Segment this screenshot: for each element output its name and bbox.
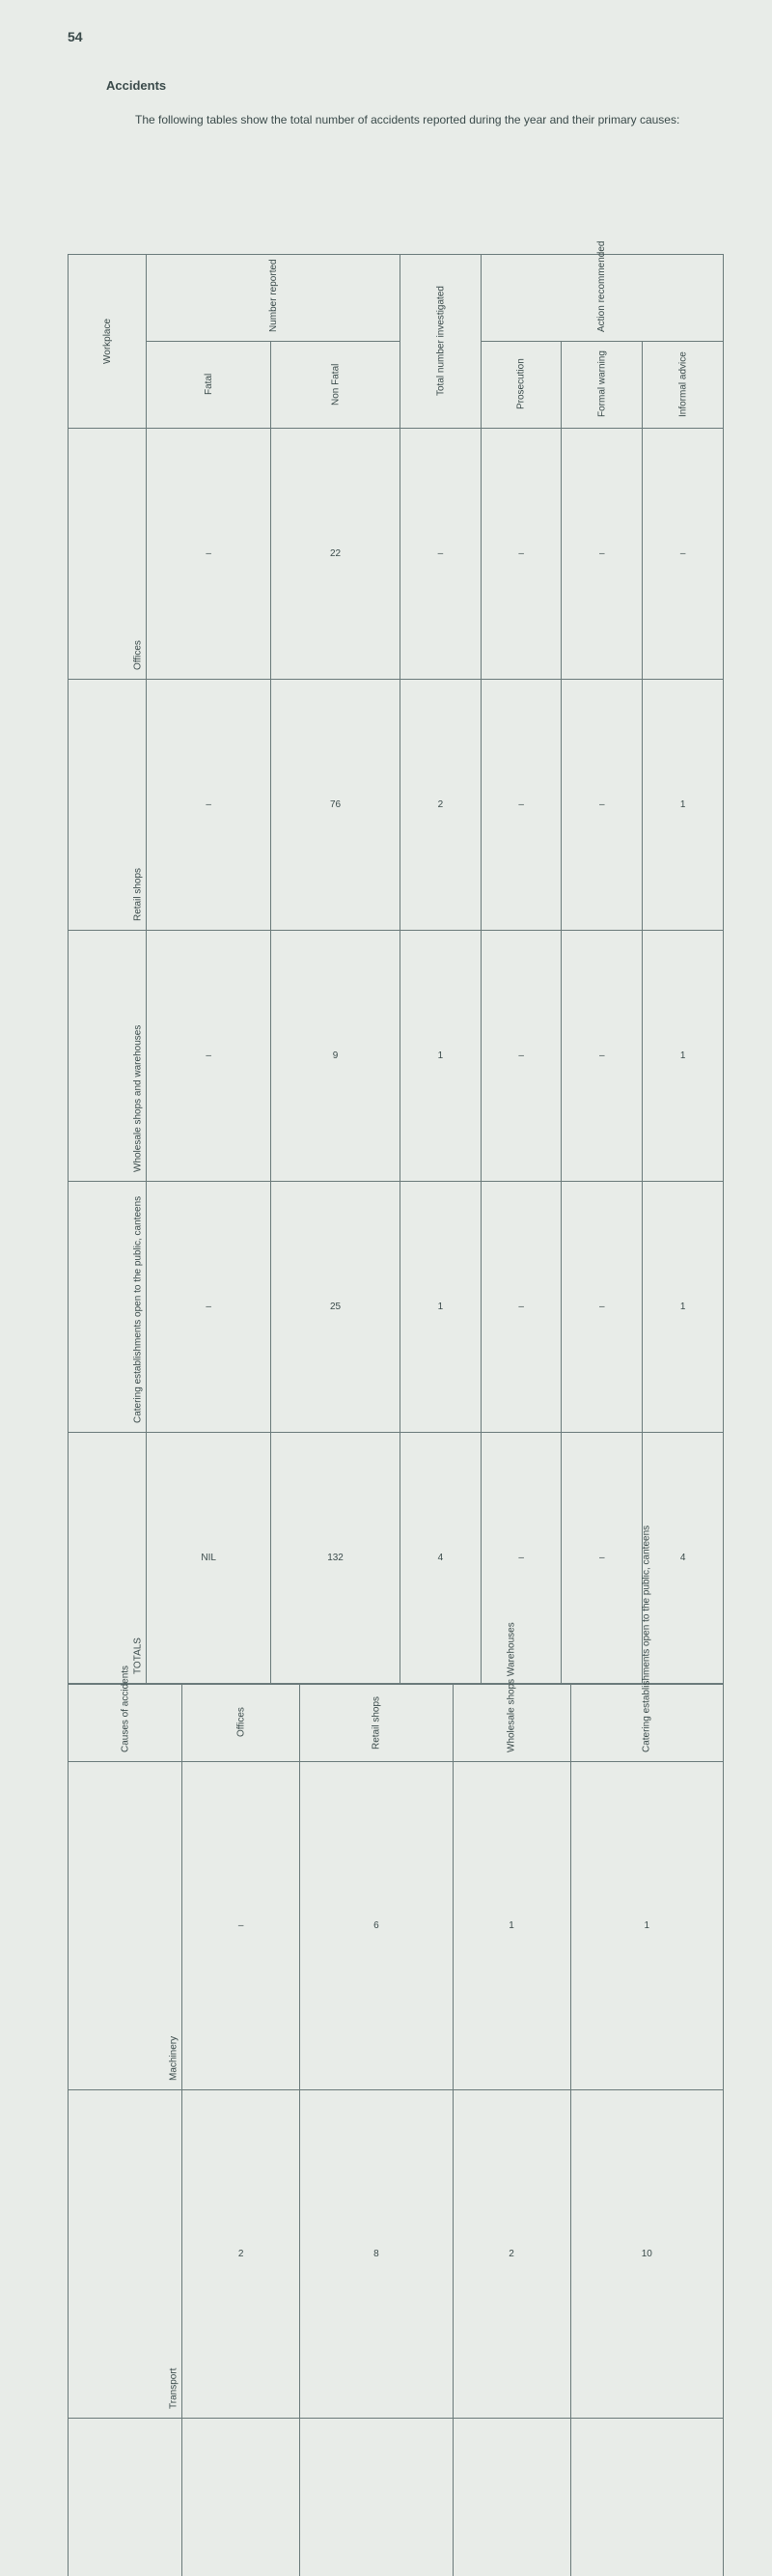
cell: 1 xyxy=(453,1761,570,2089)
row-label: Retail shops xyxy=(69,679,147,930)
cell: – xyxy=(481,428,562,679)
table-row: Transport 2 8 2 10 xyxy=(69,2089,724,2418)
cell: – xyxy=(147,679,271,930)
col-prosecution: Prosecution xyxy=(481,341,562,428)
table-header-row: Causes of accidents Offices Retail shops… xyxy=(69,1684,724,1761)
cell: 76 xyxy=(271,679,400,930)
cell: 2 xyxy=(570,2418,723,2576)
cell: 25 xyxy=(271,1181,400,1432)
table-subheader-row: Fatal Non Fatal Prosecution Formal warni… xyxy=(69,341,724,428)
row-label: Offices xyxy=(69,428,147,679)
cell: – xyxy=(562,1181,643,1432)
row-label: Catering establishments open to the publ… xyxy=(69,1181,147,1432)
row-label: Machinery xyxy=(69,1761,182,2089)
cell: 6 xyxy=(300,1761,453,2089)
cell: 22 xyxy=(271,428,400,679)
cell: – xyxy=(562,930,643,1181)
col-total-investigated: Total number investigated xyxy=(400,254,482,428)
cell: 10 xyxy=(570,2089,723,2418)
table-row: Offices – 22 – – – – xyxy=(69,428,724,679)
col-causes: Causes of accidents xyxy=(69,1684,182,1761)
accidents-by-cause-table: Causes of accidents Offices Retail shops… xyxy=(68,1684,724,2576)
row-label: Wholesale shops and warehouses xyxy=(69,930,147,1181)
cell: 132 xyxy=(271,1432,400,1683)
tables-container: Workplace Number reported Total number i… xyxy=(68,254,724,2576)
cell: 8 xyxy=(300,2089,453,2418)
table-row: Machinery – 6 1 1 xyxy=(69,1761,724,2089)
table-row: Falls of persons 9 22 1 2 xyxy=(69,2418,724,2576)
cell: – xyxy=(182,1761,300,2089)
cell: 1 xyxy=(400,1181,482,1432)
accidents-by-workplace-table: Workplace Number reported Total number i… xyxy=(68,254,724,1684)
cell: – xyxy=(481,1432,562,1683)
cell: – xyxy=(147,930,271,1181)
table2-body: Machinery – 6 1 1 Transport 2 8 2 10 Fal… xyxy=(69,1761,724,2576)
table-row-totals: TOTALS NIL 132 4 – – 4 xyxy=(69,1432,724,1683)
col-action-recommended: Action recommended xyxy=(481,254,723,341)
cell: 9 xyxy=(271,930,400,1181)
cell: – xyxy=(147,428,271,679)
intro-text: The following tables show the total numb… xyxy=(135,112,695,128)
table1-body: Offices – 22 – – – – Retail shops – 76 2… xyxy=(69,428,724,1683)
page-number: 54 xyxy=(68,29,724,44)
col-retail: Retail shops xyxy=(300,1684,453,1761)
col-nonfatal: Non Fatal xyxy=(271,341,400,428)
cell: – xyxy=(481,1181,562,1432)
table-row: Catering establishments open to the publ… xyxy=(69,1181,724,1432)
cell: – xyxy=(481,679,562,930)
col-workplace: Workplace xyxy=(69,254,147,428)
cell: 1 xyxy=(453,2418,570,2576)
cell: 4 xyxy=(400,1432,482,1683)
page-title: Accidents xyxy=(106,78,724,93)
cell: 1 xyxy=(643,1181,724,1432)
col-formal-warning: Formal warning xyxy=(562,341,643,428)
table-row: Wholesale shops and warehouses – 9 1 – –… xyxy=(69,930,724,1181)
cell: – xyxy=(147,1181,271,1432)
cell: – xyxy=(562,428,643,679)
col-number-reported: Number reported xyxy=(147,254,400,341)
cell: 1 xyxy=(643,930,724,1181)
cell: 22 xyxy=(300,2418,453,2576)
cell: – xyxy=(562,1432,643,1683)
col-fatal: Fatal xyxy=(147,341,271,428)
col-catering: Catering establishments open to the publ… xyxy=(570,1684,723,1761)
col-wholesale: Wholesale shops Warehouses xyxy=(453,1684,570,1761)
cell: – xyxy=(562,679,643,930)
cell: 1 xyxy=(570,1761,723,2089)
cell: – xyxy=(481,930,562,1181)
cell: 4 xyxy=(643,1432,724,1683)
cell: – xyxy=(400,428,482,679)
cell: – xyxy=(643,428,724,679)
cell: 2 xyxy=(182,2089,300,2418)
cell: 9 xyxy=(182,2418,300,2576)
table-row: Retail shops – 76 2 – – 1 xyxy=(69,679,724,930)
row-label: Transport xyxy=(69,2089,182,2418)
row-label: Falls of persons xyxy=(69,2418,182,2576)
col-informal-advice: Informal advice xyxy=(643,341,724,428)
row-label: TOTALS xyxy=(69,1432,147,1683)
cell: 1 xyxy=(400,930,482,1181)
cell: 2 xyxy=(400,679,482,930)
cell: 2 xyxy=(453,2089,570,2418)
col-offices: Offices xyxy=(182,1684,300,1761)
cell: 1 xyxy=(643,679,724,930)
cell: NIL xyxy=(147,1432,271,1683)
table-header-row: Workplace Number reported Total number i… xyxy=(69,254,724,341)
